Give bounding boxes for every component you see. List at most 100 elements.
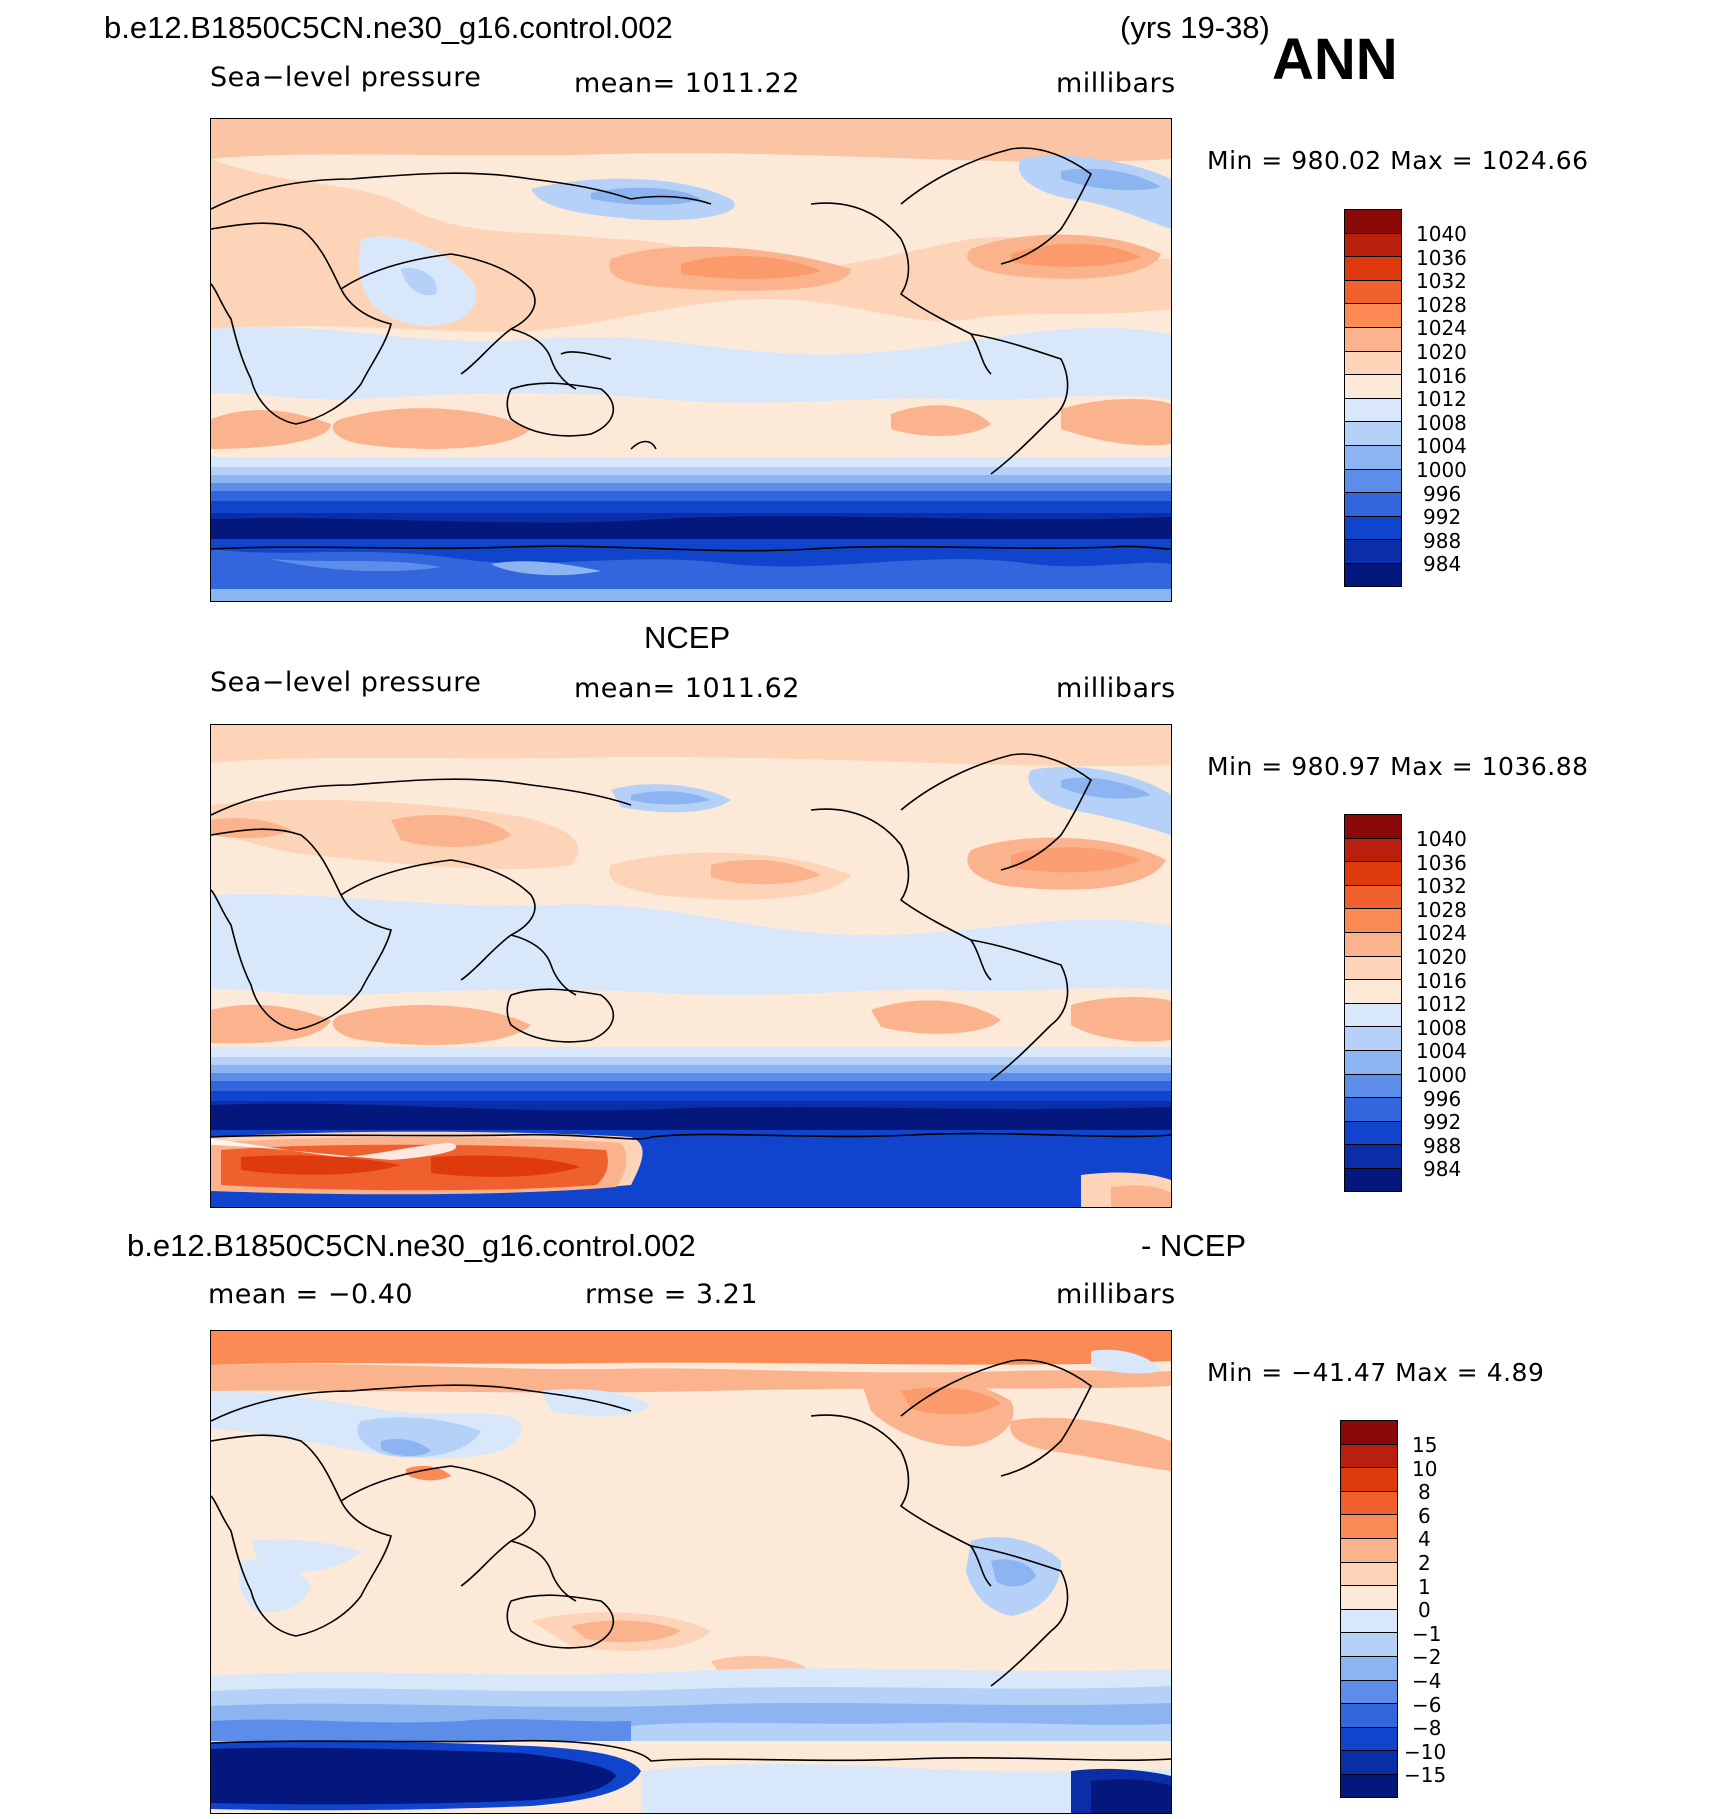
- panel3-mean: mean = −0.40: [208, 1279, 414, 1310]
- panel1-units: millibars: [1056, 68, 1176, 99]
- cb1-label: 1016: [1416, 363, 1467, 388]
- cb1-label: 984: [1423, 552, 1462, 577]
- cb1-swatch: [1344, 256, 1402, 280]
- panel3-rmse: rmse = 3.21: [585, 1279, 759, 1310]
- cb1-label: 1028: [1416, 292, 1467, 317]
- cb1-label: 1024: [1416, 316, 1467, 341]
- case-name: b.e12.B1850C5CN.ne30_g16.control.002: [104, 10, 673, 45]
- cb2-swatch: [1344, 1002, 1402, 1027]
- cb2-label: 1008: [1416, 1015, 1467, 1040]
- cb2-label: 1016: [1416, 968, 1467, 993]
- cb2-label: 992: [1423, 1110, 1462, 1135]
- cb3-swatch: [1340, 1561, 1398, 1586]
- panel3-units: millibars: [1056, 1279, 1176, 1310]
- cb1-label: 1040: [1416, 222, 1467, 246]
- cb3-swatch: [1340, 1490, 1398, 1515]
- years-label: (yrs 19-38): [1120, 10, 1270, 45]
- cb2-label: 1032: [1416, 874, 1467, 899]
- season-label: ANN: [1272, 27, 1398, 92]
- cb3-swatch: [1340, 1585, 1398, 1609]
- cb2-swatch: [1344, 955, 1402, 980]
- cb2-swatch: [1344, 884, 1402, 909]
- cb2-swatch: [1344, 1073, 1402, 1098]
- cb2-label: 984: [1423, 1157, 1462, 1182]
- cb2-swatch: [1344, 1168, 1402, 1192]
- cb3-swatch: [1340, 1774, 1398, 1798]
- cb2-label: 1024: [1416, 921, 1467, 946]
- cb3-label: 0: [1418, 1598, 1431, 1623]
- cb3-swatch: [1340, 1703, 1398, 1727]
- cb1-label: 996: [1423, 481, 1462, 506]
- cb3-swatch: [1340, 1514, 1398, 1538]
- cb2-swatch: [1344, 1050, 1402, 1074]
- cb3-swatch: [1340, 1467, 1398, 1491]
- cb2-swatch: [1344, 979, 1402, 1003]
- cb3-label: 15: [1412, 1433, 1438, 1457]
- cb3-label: 2: [1418, 1551, 1431, 1575]
- cb3-swatch: [1340, 1538, 1398, 1562]
- cb1-label: 1012: [1416, 387, 1467, 412]
- ncep-map: [210, 724, 1172, 1208]
- cb3-label: 1: [1418, 1574, 1431, 1599]
- cb1-swatch: [1344, 468, 1402, 493]
- cb1-swatch: [1344, 327, 1402, 351]
- cb1-swatch: [1344, 539, 1402, 563]
- cb2-swatch: [1344, 1120, 1402, 1145]
- cb3-swatch: [1340, 1420, 1398, 1444]
- panel2-mean: mean= 1011.62: [574, 673, 800, 704]
- cb2-swatch: [1344, 1144, 1402, 1168]
- cb1-swatch: [1344, 421, 1402, 445]
- cb1-swatch: [1344, 563, 1402, 587]
- cb1-swatch: [1344, 303, 1402, 327]
- cb3-swatch: [1340, 1726, 1398, 1751]
- cb2-label: 1004: [1416, 1039, 1467, 1064]
- cb3-label: 4: [1418, 1527, 1431, 1552]
- cb3-label: −10: [1404, 1739, 1447, 1764]
- cb3-label: −6: [1412, 1692, 1442, 1717]
- panel2-units: millibars: [1056, 673, 1176, 704]
- cb3-label: 10: [1412, 1456, 1438, 1481]
- cb2-swatch: [1344, 1026, 1402, 1050]
- panel2-variable: Sea−level pressure: [210, 667, 482, 698]
- cb3-label: −4: [1412, 1669, 1442, 1693]
- cb2-swatch: [1344, 814, 1402, 838]
- cb1-swatch: [1344, 279, 1402, 304]
- cb1-swatch: [1344, 374, 1402, 398]
- cb1-swatch: [1344, 350, 1402, 375]
- cb3-swatch: [1340, 1656, 1398, 1680]
- cb1-label: 1036: [1416, 245, 1467, 270]
- cb2-label: 1028: [1416, 897, 1467, 922]
- cb1-label: 988: [1423, 528, 1462, 553]
- cb1-swatch: [1344, 445, 1402, 469]
- cb3-label: 6: [1418, 1503, 1431, 1528]
- cb2-swatch: [1344, 1097, 1402, 1121]
- cb3-label: −15: [1404, 1763, 1447, 1788]
- cb1-label: 992: [1423, 505, 1462, 530]
- cb2-label: 996: [1423, 1086, 1462, 1111]
- panel2-minmax: Min = 980.97 Max = 1036.88: [1207, 752, 1589, 781]
- panel1-minmax: Min = 980.02 Max = 1024.66: [1207, 146, 1589, 175]
- cb1-label: 1020: [1416, 340, 1467, 364]
- cb2-swatch: [1344, 861, 1402, 885]
- cb3-swatch: [1340, 1443, 1398, 1468]
- cb2-label: 1012: [1416, 992, 1467, 1017]
- cb3-swatch: [1340, 1679, 1398, 1704]
- panel2-title: NCEP: [644, 620, 731, 655]
- cb1-swatch: [1344, 492, 1402, 516]
- cb1-label: 1032: [1416, 269, 1467, 294]
- cb1-swatch: [1344, 397, 1402, 422]
- cb2-label: 1020: [1416, 945, 1467, 969]
- cb2-swatch: [1344, 932, 1402, 956]
- cb3-swatch: [1340, 1608, 1398, 1633]
- model-map: [210, 118, 1172, 602]
- difference-map: [210, 1330, 1172, 1814]
- cb1-swatch: [1344, 209, 1402, 233]
- cb2-label: 1036: [1416, 850, 1467, 875]
- cb3-label: −8: [1412, 1716, 1442, 1741]
- cb2-label: 1040: [1416, 827, 1467, 851]
- panel1-variable: Sea−level pressure: [210, 62, 482, 93]
- panel3-title-left: b.e12.B1850C5CN.ne30_g16.control.002: [127, 1228, 696, 1263]
- cb1-swatch: [1344, 232, 1402, 257]
- cb3-swatch: [1340, 1632, 1398, 1656]
- cb2-label: 988: [1423, 1133, 1462, 1158]
